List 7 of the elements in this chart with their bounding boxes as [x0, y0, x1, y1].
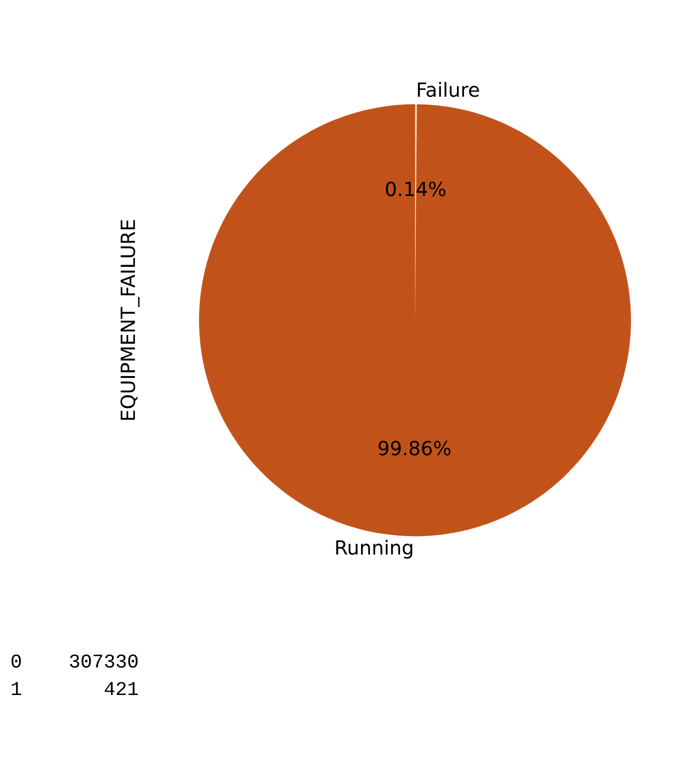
pie-slice: [199, 104, 631, 536]
text: 0 307330: [12, 654, 138, 668]
data-label: 99.86%: [378, 440, 450, 456]
slice-label: Failure: [418, 82, 479, 97]
text: 1 421: [12, 682, 138, 695]
text: EQUIPMENT_FAILURE: [120, 220, 140, 420]
slice-label: Running: [336, 540, 412, 559]
